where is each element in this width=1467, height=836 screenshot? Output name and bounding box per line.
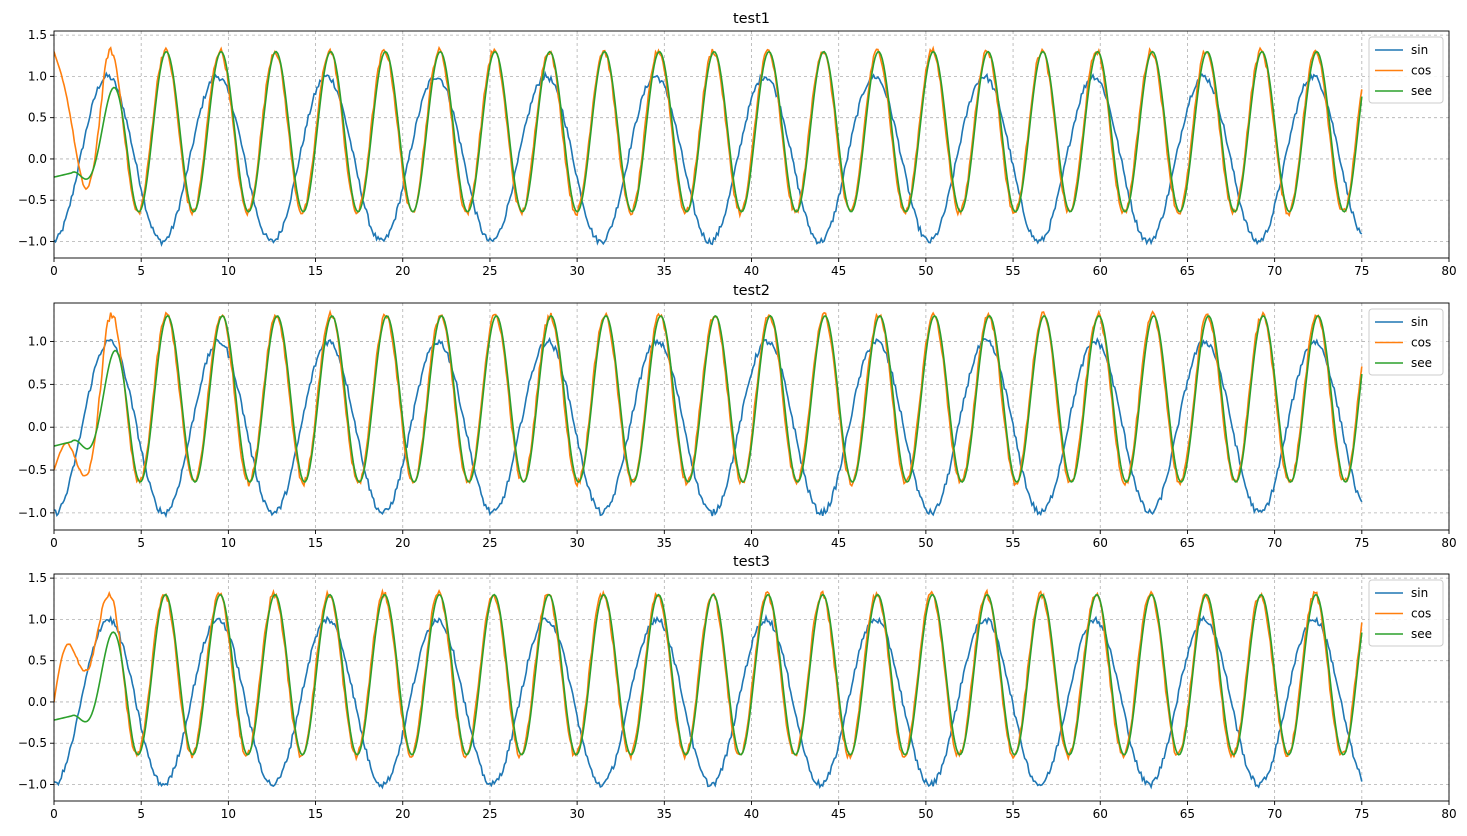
x-tick-label: 25 <box>482 536 497 550</box>
legend-label-see: see <box>1411 84 1432 98</box>
x-tick-label: 45 <box>831 264 846 278</box>
y-tick-label: 0.0 <box>28 695 47 709</box>
legend: sin cos see <box>1368 308 1444 376</box>
legend-label-sin: sin <box>1411 315 1428 329</box>
y-tick-label: −1.0 <box>18 234 47 248</box>
series-line-see <box>54 314 1363 484</box>
x-tick-label: 5 <box>137 536 145 550</box>
x-tick-label: 55 <box>1005 536 1020 550</box>
x-tick-label: 80 <box>1441 536 1456 550</box>
chart-title: test3 <box>733 554 770 570</box>
series-line-cos <box>54 309 1363 488</box>
y-tick-label: −1.0 <box>18 777 47 791</box>
legend-label-sin: sin <box>1411 586 1428 600</box>
series-line-see <box>54 593 1363 756</box>
y-tick-label: 1.0 <box>28 335 47 349</box>
x-tick-label: 10 <box>221 536 236 550</box>
y-tick-label: −1.0 <box>18 506 47 520</box>
x-tick-label: 65 <box>1180 536 1195 550</box>
x-tick-label: 65 <box>1180 264 1195 278</box>
x-tick-label: 40 <box>744 264 759 278</box>
y-tick-label: −0.5 <box>18 736 47 750</box>
legend-label-cos: cos <box>1411 607 1431 621</box>
x-tick-label: 10 <box>221 264 236 278</box>
x-tick-label: 20 <box>395 536 410 550</box>
y-tick-label: −0.5 <box>18 193 47 207</box>
legend: sin cos see <box>1368 579 1444 647</box>
y-tick-label: 0.5 <box>28 654 47 668</box>
series-line-cos <box>54 45 1363 219</box>
chart-2: test2 0 5 10 15 20 25 30 35 40 45 50 55 60 65 70 75 80 −1.… <box>18 283 1457 550</box>
x-tick-label: 15 <box>308 536 323 550</box>
x-tick-label: 45 <box>831 807 846 821</box>
legend-label-see: see <box>1411 627 1432 641</box>
x-tick-label: 55 <box>1005 807 1020 821</box>
legend: sin cos see <box>1368 36 1444 104</box>
x-tick-label: 80 <box>1441 264 1456 278</box>
x-tick-label: 25 <box>482 264 497 278</box>
x-tick-label: 35 <box>657 536 672 550</box>
y-tick-label: 1.5 <box>28 571 47 585</box>
y-tick-label: −0.5 <box>18 463 47 477</box>
x-tick-label: 5 <box>137 264 145 278</box>
x-tick-label: 15 <box>308 264 323 278</box>
legend-label-cos: cos <box>1411 336 1431 350</box>
x-tick-label: 60 <box>1093 264 1108 278</box>
x-tick-label: 30 <box>569 807 584 821</box>
x-tick-label: 0 <box>50 264 58 278</box>
x-tick-label: 75 <box>1354 536 1369 550</box>
x-tick-label: 30 <box>569 264 584 278</box>
x-tick-label: 40 <box>744 536 759 550</box>
x-tick-label: 40 <box>744 807 759 821</box>
legend-label-cos: cos <box>1411 64 1431 78</box>
x-tick-label: 50 <box>918 807 933 821</box>
x-tick-label: 45 <box>831 536 846 550</box>
x-tick-label: 50 <box>918 536 933 550</box>
x-tick-label: 60 <box>1093 536 1108 550</box>
y-tick-label: 0.5 <box>28 377 47 391</box>
x-tick-label: 65 <box>1180 807 1195 821</box>
x-tick-label: 70 <box>1267 807 1282 821</box>
y-tick-label: 1.5 <box>28 28 47 42</box>
chart-1: test1 0 5 10 15 20 25 30 35 40 45 50 55 60 65 70 75 80 −1.… <box>18 11 1457 278</box>
x-tick-label: 75 <box>1354 264 1369 278</box>
x-tick-label: 10 <box>221 807 236 821</box>
series-line-see <box>54 50 1363 213</box>
chart-3: test3 0 5 10 15 20 25 30 35 40 45 50 55 60 65 70 75 80 −1.… <box>18 554 1457 821</box>
chart-title: test1 <box>733 11 770 27</box>
x-tick-label: 25 <box>482 807 497 821</box>
x-tick-label: 30 <box>569 536 584 550</box>
x-tick-label: 20 <box>395 807 410 821</box>
x-tick-label: 60 <box>1093 807 1108 821</box>
y-tick-label: 0.0 <box>28 420 47 434</box>
x-tick-label: 15 <box>308 807 323 821</box>
series-line-sin <box>54 70 1363 247</box>
y-tick-label: 1.0 <box>28 612 47 626</box>
x-tick-label: 55 <box>1005 264 1020 278</box>
legend-label-sin: sin <box>1411 43 1428 57</box>
x-tick-label: 5 <box>137 807 145 821</box>
x-tick-label: 0 <box>50 807 58 821</box>
x-tick-label: 80 <box>1441 807 1456 821</box>
x-tick-label: 0 <box>50 536 58 550</box>
x-tick-label: 75 <box>1354 807 1369 821</box>
x-tick-label: 70 <box>1267 536 1282 550</box>
series-line-sin <box>54 613 1363 790</box>
x-tick-label: 20 <box>395 264 410 278</box>
x-tick-label: 50 <box>918 264 933 278</box>
y-tick-label: 0.5 <box>28 111 47 125</box>
x-tick-label: 35 <box>657 807 672 821</box>
x-tick-label: 35 <box>657 264 672 278</box>
series-line-cos <box>54 588 1363 762</box>
legend-label-see: see <box>1411 356 1432 370</box>
series-line-sin <box>54 336 1363 519</box>
y-tick-label: 1.0 <box>28 69 47 83</box>
x-tick-label: 70 <box>1267 264 1282 278</box>
y-tick-label: 0.0 <box>28 152 47 166</box>
chart-title: test2 <box>733 283 770 299</box>
